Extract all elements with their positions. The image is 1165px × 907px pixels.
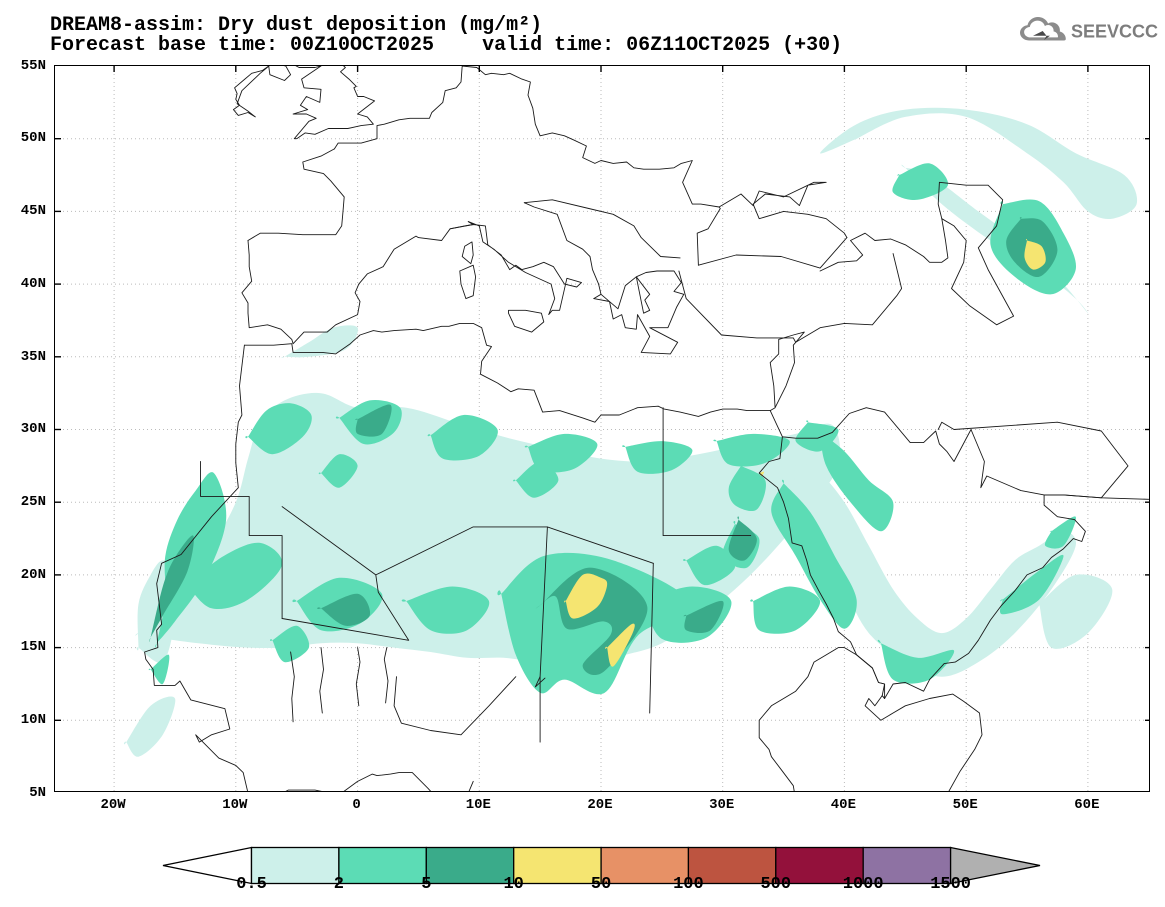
- svg-text:10: 10: [503, 875, 523, 889]
- svg-text:0.5: 0.5: [236, 875, 267, 889]
- svg-text:SEEVCCC: SEEVCCC: [1071, 22, 1158, 42]
- svg-text:50: 50: [591, 875, 611, 889]
- svg-text:2: 2: [334, 875, 344, 889]
- svg-text:1500: 1500: [930, 875, 971, 889]
- svg-text:500: 500: [760, 875, 791, 889]
- svg-text:100: 100: [673, 875, 704, 889]
- svg-text:5: 5: [421, 875, 431, 889]
- svg-text:1000: 1000: [843, 875, 884, 889]
